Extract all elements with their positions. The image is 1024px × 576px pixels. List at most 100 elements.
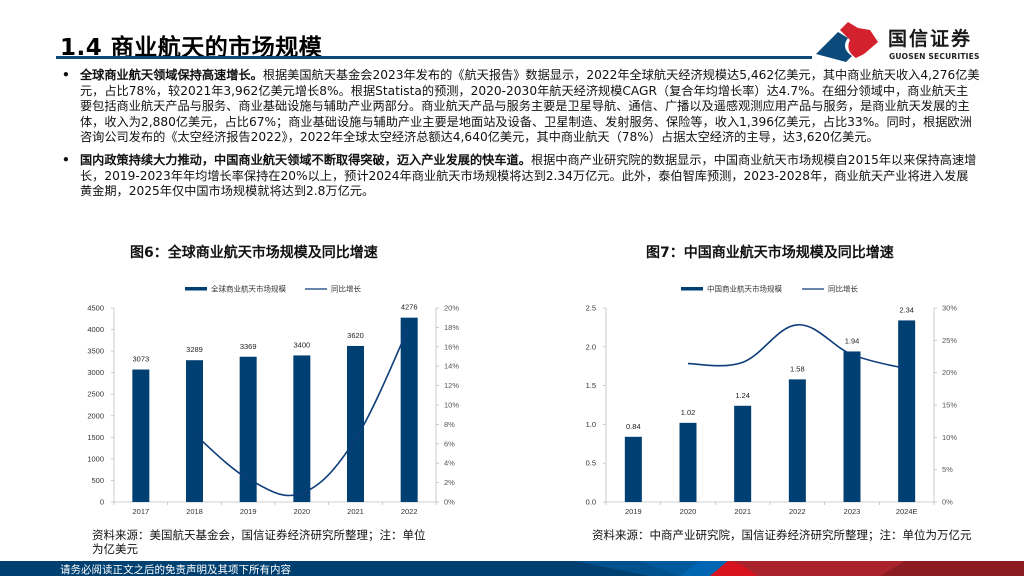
bar-value-label: 0.84 bbox=[626, 422, 641, 431]
y-right-tick: 15% bbox=[942, 401, 957, 410]
y-right-tick: 16% bbox=[444, 342, 459, 351]
bullet-dot-icon: • bbox=[62, 152, 70, 167]
y-left-tick: 1500 bbox=[87, 433, 104, 442]
x-tick: 2024E bbox=[896, 507, 918, 516]
bar bbox=[400, 317, 418, 502]
bar-value-label: 1.02 bbox=[681, 408, 696, 417]
bar-value-label: 1.58 bbox=[790, 364, 805, 373]
bar-value-label: 1.24 bbox=[735, 391, 750, 400]
guosen-logo-icon bbox=[816, 22, 878, 62]
y-right-tick: 12% bbox=[444, 381, 459, 390]
bullet-body: 根据中商产业研究院的数据显示，中国商业航天市场规模自2015年以来保持高速增长，… bbox=[80, 152, 977, 199]
y-left-tick: 2.5 bbox=[586, 304, 596, 313]
bar-value-label: 4276 bbox=[401, 303, 418, 312]
x-tick: 2017 bbox=[132, 507, 149, 516]
bullet-china-policy: • 国内政策持续大力推动，中国商业航天领域不断取得突破，迈入产业发展的快车道。根… bbox=[60, 153, 980, 200]
x-tick: 2023 bbox=[844, 507, 861, 516]
growth-line bbox=[687, 324, 907, 370]
y-left-tick: 0.0 bbox=[586, 498, 596, 507]
y-left-tick: 2500 bbox=[87, 390, 104, 399]
bar bbox=[624, 436, 642, 502]
y-right-tick: 5% bbox=[942, 465, 953, 474]
x-tick: 2022 bbox=[401, 507, 418, 516]
y-right-tick: 30% bbox=[942, 304, 957, 313]
x-tick: 2018 bbox=[186, 507, 203, 516]
bullet-dot-icon: • bbox=[62, 68, 70, 82]
legend-bar-label: 全球商业航天市场规模 bbox=[211, 284, 286, 294]
bar bbox=[788, 379, 806, 502]
x-tick: 2021 bbox=[347, 507, 364, 516]
bullet-heading: 全球商业航天领域保持高速增长。 bbox=[80, 68, 263, 82]
figure-6-source: 资料来源：美国航天基金会，国信证券经济研究所整理；注：单位为亿美元 bbox=[92, 528, 426, 556]
y-left-tick: 500 bbox=[91, 476, 104, 485]
figure-6-title: 图6：全球商业航天市场规模及同比增速 bbox=[130, 245, 378, 261]
y-right-tick: 25% bbox=[942, 336, 957, 345]
x-tick: 2019 bbox=[625, 507, 642, 516]
bullet-heading: 国内政策持续大力推动，中国商业航天领域不断取得突破，迈入产业发展的快车道。 bbox=[80, 152, 531, 167]
y-left-tick: 4000 bbox=[87, 325, 104, 334]
y-right-tick: 0% bbox=[444, 498, 455, 507]
bar-value-label: 1.94 bbox=[845, 336, 860, 345]
bullet-global-growth: • 全球商业航天领域保持高速增长。根据美国航天基金会2023年发布的《航天报告》… bbox=[60, 68, 980, 146]
bar bbox=[679, 422, 697, 502]
bullet-list: • 全球商业航天领域保持高速增长。根据美国航天基金会2023年发布的《航天报告》… bbox=[60, 68, 980, 207]
legend-bar-swatch bbox=[681, 287, 703, 291]
y-left-tick: 2000 bbox=[87, 411, 104, 420]
figure-7-source: 资料来源：中商产业研究院，国信证券经济研究所整理；注：单位为万亿元 bbox=[592, 528, 972, 542]
bar bbox=[132, 369, 150, 502]
bar-value-label: 3073 bbox=[132, 355, 149, 364]
y-right-tick: 20% bbox=[444, 304, 459, 313]
y-right-tick: 20% bbox=[942, 368, 957, 377]
y-right-tick: 14% bbox=[444, 362, 459, 371]
y-right-tick: 10% bbox=[444, 401, 459, 410]
company-logo: 国信证券 GUOSEN SECURITIES bbox=[812, 20, 1012, 62]
chart-global-market: 全球商业航天市场规模 同比增长 0 500 1000 1500 2000 2500 3000 35… bbox=[87, 284, 459, 517]
x-tick: 2019 bbox=[240, 507, 257, 516]
x-tick: 2022 bbox=[789, 507, 806, 516]
bar-value-label: 2.34 bbox=[899, 305, 914, 314]
y-right-tick: 2% bbox=[444, 478, 455, 487]
y-right-tick: 18% bbox=[444, 323, 459, 332]
title-underline bbox=[56, 56, 812, 59]
bar bbox=[186, 360, 203, 502]
legend-bar-swatch bbox=[185, 287, 207, 291]
y-left-tick: 1.5 bbox=[586, 381, 596, 390]
chart-china-market: 中国商业航天市场规模 同比增长 0.0 0.5 1.0 1.5 2.0 2.5 0% 5% 10% 1… bbox=[586, 284, 958, 517]
y-left-tick: 4500 bbox=[87, 304, 104, 313]
y-right-tick: 8% bbox=[444, 420, 455, 429]
y-right-tick: 0% bbox=[942, 498, 953, 507]
legend-line-label: 同比增长 bbox=[331, 284, 361, 294]
y-left-tick: 3000 bbox=[87, 368, 104, 377]
logo-text-en: GUOSEN SECURITIES bbox=[889, 52, 980, 61]
logo-text-cn: 国信证券 bbox=[888, 28, 973, 50]
footer-disclaimer: 请务必阅读正文之后的免责声明及其项下所有内容 bbox=[60, 564, 291, 576]
y-left-tick: 1.0 bbox=[586, 420, 596, 429]
y-left-tick: 0.5 bbox=[586, 459, 596, 468]
bar-value-label: 3620 bbox=[347, 331, 364, 340]
bar bbox=[293, 355, 311, 502]
y-right-tick: 4% bbox=[444, 459, 455, 468]
bar-value-label: 3369 bbox=[240, 342, 257, 351]
bar bbox=[843, 351, 861, 502]
bar-value-label: 3289 bbox=[186, 345, 203, 354]
growth-line bbox=[193, 326, 410, 497]
bar bbox=[734, 405, 752, 502]
y-left-tick: 1000 bbox=[87, 454, 104, 463]
x-tick: 2020 bbox=[680, 507, 697, 516]
legend-line-label: 同比增长 bbox=[828, 284, 858, 294]
y-right-tick: 10% bbox=[942, 433, 957, 442]
bar bbox=[347, 345, 364, 502]
bar bbox=[898, 320, 916, 502]
bar-value-label: 3400 bbox=[293, 340, 310, 349]
x-tick: 2020 bbox=[293, 507, 310, 516]
y-right-tick: 6% bbox=[444, 439, 455, 448]
x-tick: 2021 bbox=[734, 507, 751, 516]
y-left-tick: 0 bbox=[100, 498, 104, 507]
y-left-tick: 2.0 bbox=[586, 342, 596, 351]
footer-band: 请务必阅读正文之后的免责声明及其项下所有内容 bbox=[0, 561, 1024, 576]
figure-7-title: 图7：中国商业航天市场规模及同比增速 bbox=[646, 245, 894, 261]
bullet-body: 根据美国航天基金会2023年发布的《航天报告》数据显示，2022年全球航天经济规… bbox=[80, 68, 980, 145]
y-left-tick: 3500 bbox=[87, 347, 104, 356]
bar bbox=[239, 356, 257, 502]
legend-bar-label: 中国商业航天市场规模 bbox=[707, 284, 782, 294]
